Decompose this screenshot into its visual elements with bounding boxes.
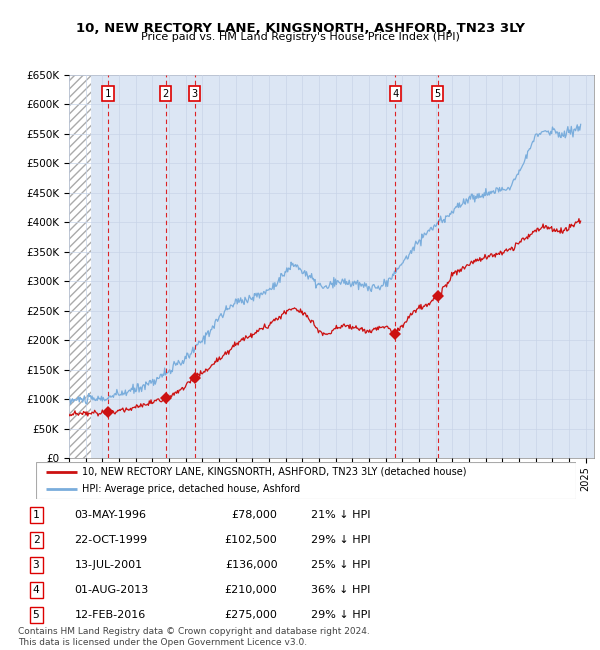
Text: 03-MAY-1996: 03-MAY-1996 (74, 510, 146, 520)
Text: 29% ↓ HPI: 29% ↓ HPI (311, 610, 371, 619)
Text: £275,000: £275,000 (224, 610, 277, 619)
Text: 13-JUL-2001: 13-JUL-2001 (74, 560, 143, 570)
Text: £78,000: £78,000 (232, 510, 277, 520)
Text: 4: 4 (392, 88, 398, 99)
Text: 1: 1 (32, 510, 40, 520)
Text: 01-AUG-2013: 01-AUG-2013 (74, 585, 149, 595)
Text: 25% ↓ HPI: 25% ↓ HPI (311, 560, 371, 570)
Text: 5: 5 (32, 610, 40, 619)
Text: 3: 3 (32, 560, 40, 570)
Text: 21% ↓ HPI: 21% ↓ HPI (311, 510, 371, 520)
Text: 29% ↓ HPI: 29% ↓ HPI (311, 535, 371, 545)
Text: 36% ↓ HPI: 36% ↓ HPI (311, 585, 371, 595)
Text: 12-FEB-2016: 12-FEB-2016 (74, 610, 146, 619)
Text: 22-OCT-1999: 22-OCT-1999 (74, 535, 148, 545)
Text: HPI: Average price, detached house, Ashford: HPI: Average price, detached house, Ashf… (82, 484, 300, 494)
Text: £210,000: £210,000 (224, 585, 277, 595)
Text: 2: 2 (32, 535, 40, 545)
Text: £136,000: £136,000 (225, 560, 277, 570)
Bar (69, 75, 91, 458)
Text: 3: 3 (191, 88, 197, 99)
Text: Contains HM Land Registry data © Crown copyright and database right 2024.
This d: Contains HM Land Registry data © Crown c… (18, 627, 370, 647)
Text: Price paid vs. HM Land Registry's House Price Index (HPI): Price paid vs. HM Land Registry's House … (140, 32, 460, 42)
Text: 10, NEW RECTORY LANE, KINGSNORTH, ASHFORD, TN23 3LY (detached house): 10, NEW RECTORY LANE, KINGSNORTH, ASHFOR… (82, 467, 466, 476)
Text: 5: 5 (434, 88, 441, 99)
Text: 10, NEW RECTORY LANE, KINGSNORTH, ASHFORD, TN23 3LY: 10, NEW RECTORY LANE, KINGSNORTH, ASHFOR… (76, 22, 524, 35)
Text: 4: 4 (32, 585, 40, 595)
Text: 2: 2 (163, 88, 169, 99)
Text: £102,500: £102,500 (224, 535, 277, 545)
Text: 1: 1 (105, 88, 111, 99)
